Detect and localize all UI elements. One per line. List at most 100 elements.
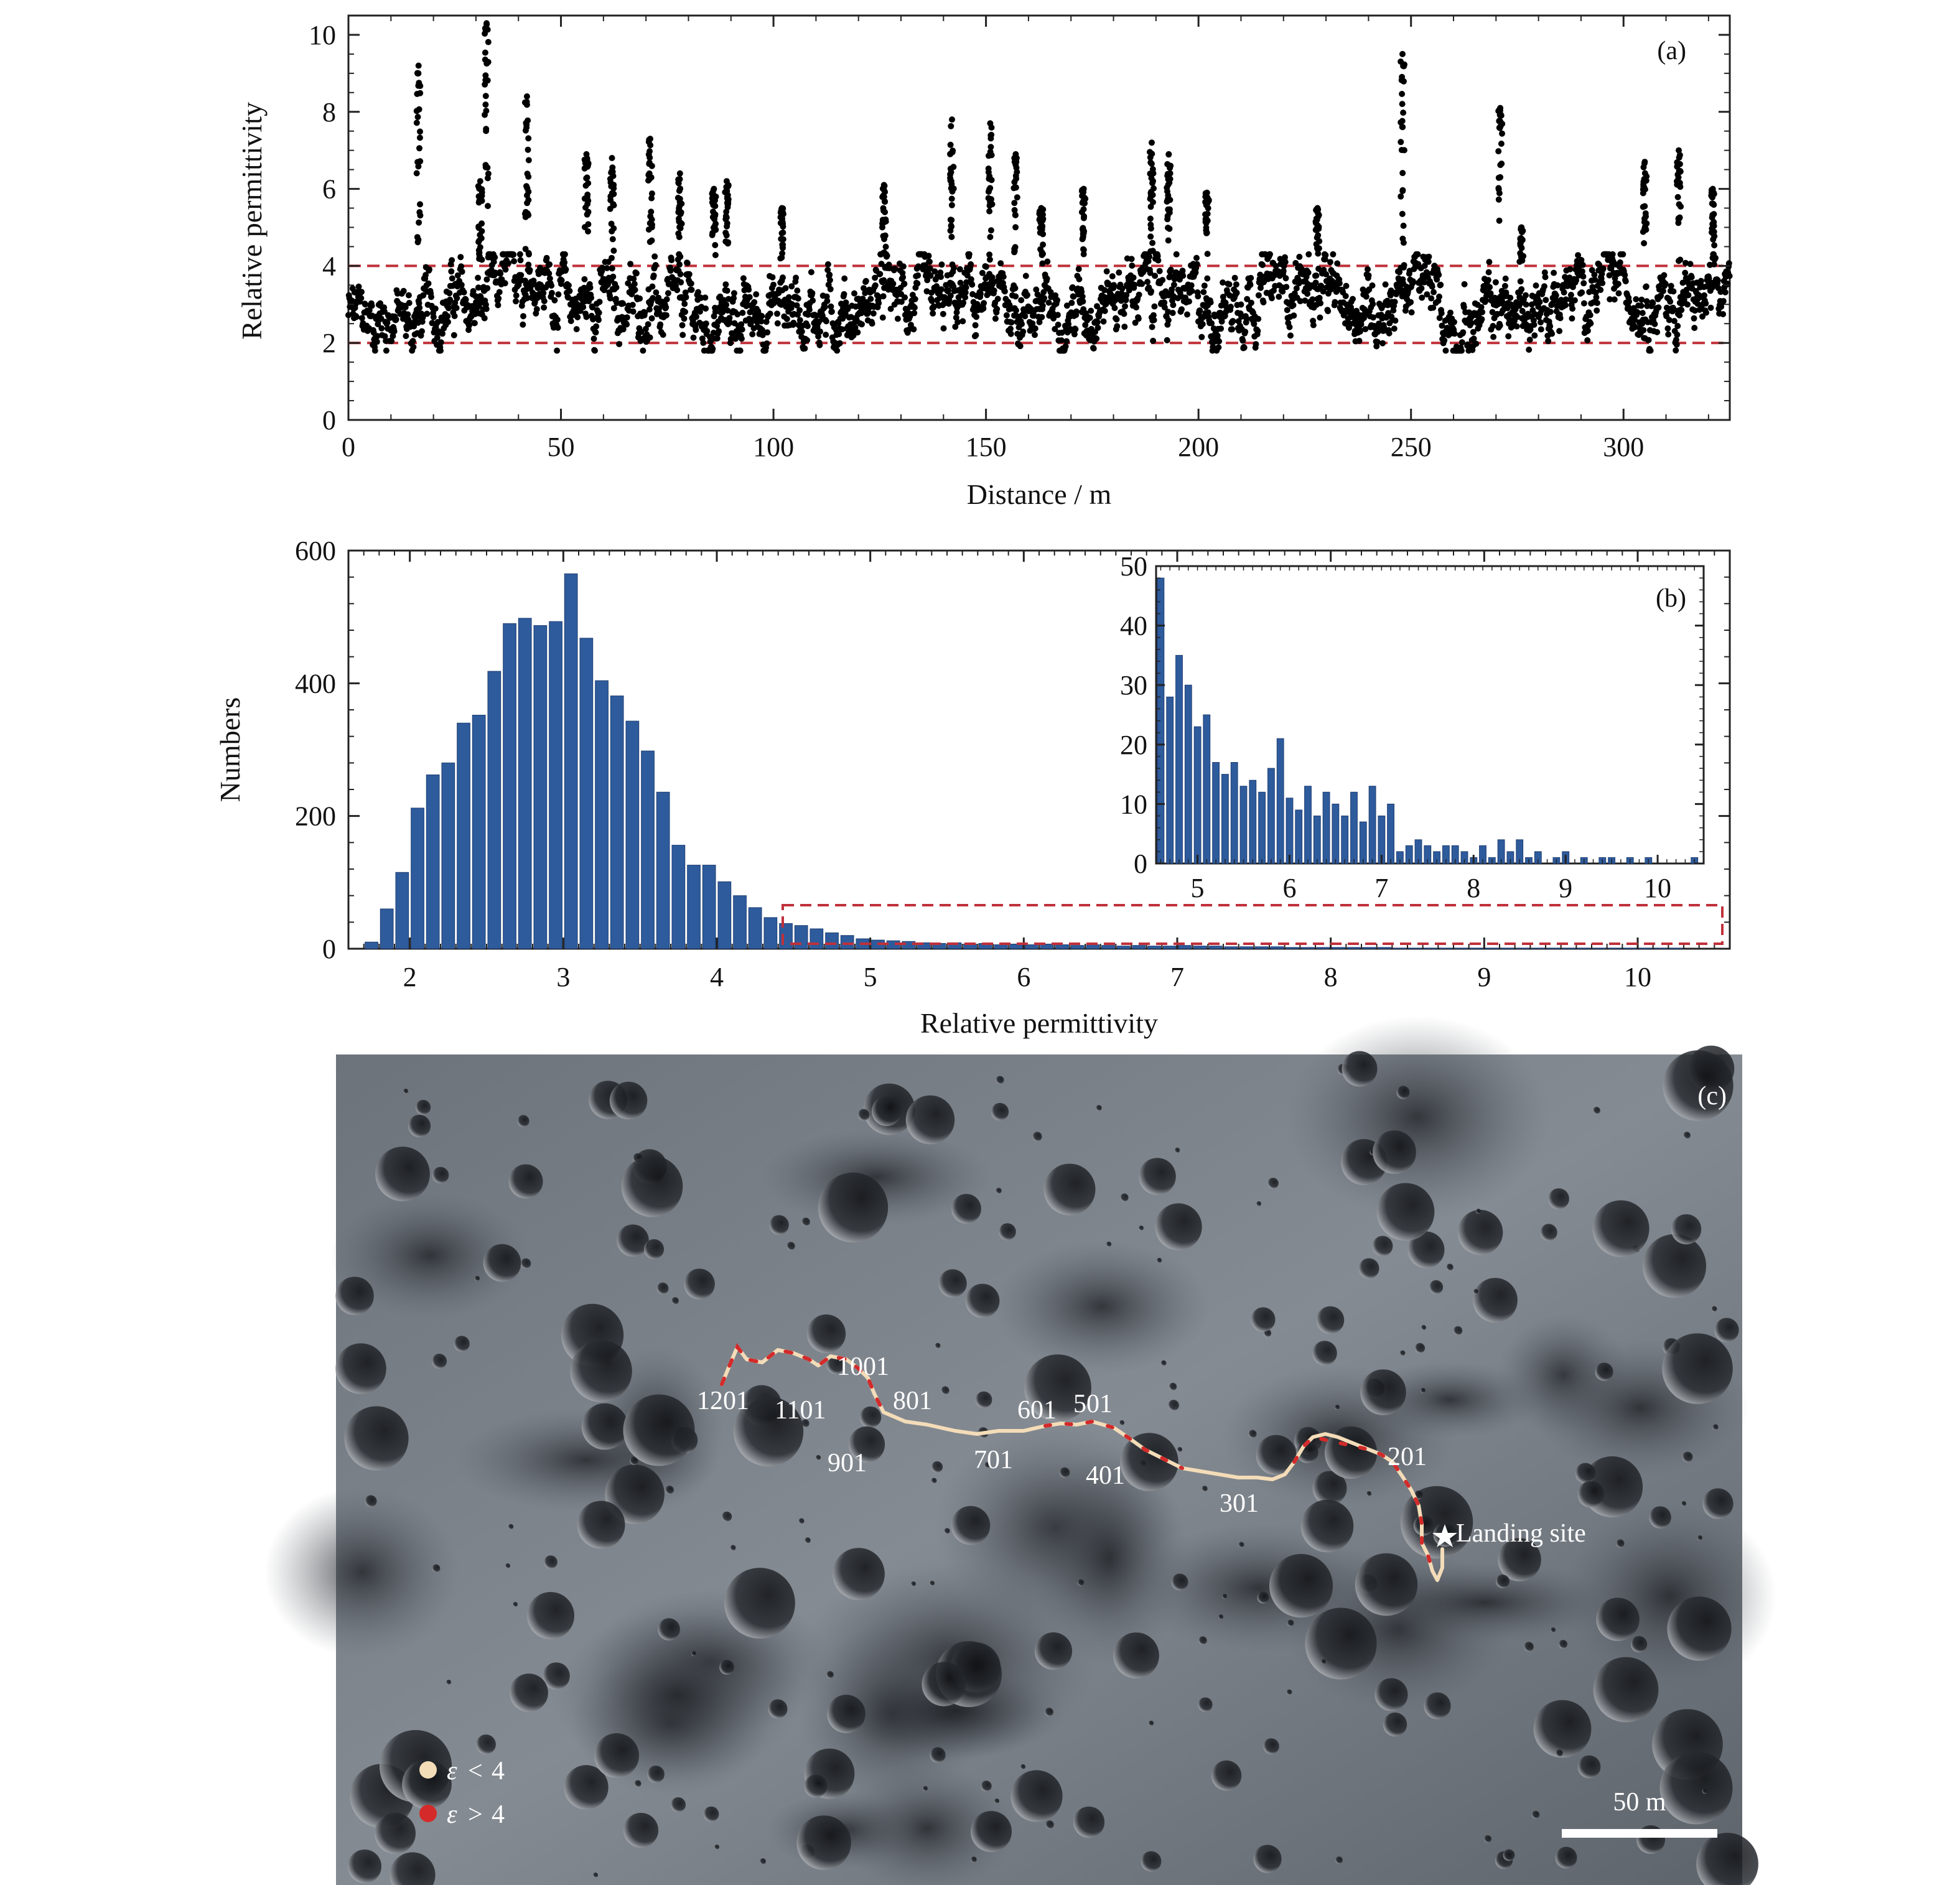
data-point xyxy=(1567,266,1574,272)
map-crater xyxy=(543,1662,570,1690)
data-point-spike xyxy=(712,242,719,248)
route-label-401: 401 xyxy=(1086,1461,1125,1490)
map-crater xyxy=(1457,1209,1503,1255)
data-point-peak xyxy=(523,93,530,100)
data-point-spike xyxy=(947,177,954,184)
data-point xyxy=(432,305,439,312)
data-point xyxy=(1244,296,1251,302)
map-crater xyxy=(1043,1163,1096,1216)
map-crater xyxy=(348,1850,381,1883)
map-crater xyxy=(1160,1360,1167,1366)
data-point xyxy=(700,340,707,347)
data-point xyxy=(900,274,907,281)
data-point-spike xyxy=(478,235,485,241)
data-point-spike xyxy=(484,175,491,182)
data-point xyxy=(1369,282,1376,289)
data-point xyxy=(1591,271,1598,278)
data-point xyxy=(541,304,548,311)
map-crater xyxy=(623,1394,695,1466)
histogram-bar xyxy=(1193,946,1207,949)
data-point xyxy=(1523,292,1529,299)
data-point xyxy=(1468,320,1475,327)
data-point-spike xyxy=(1039,223,1046,230)
map-crater xyxy=(1034,1632,1073,1670)
panel-a-ylabel: Relative permittivity xyxy=(236,102,268,340)
map-crater xyxy=(609,1081,648,1120)
data-point xyxy=(1286,323,1293,330)
data-point-spike xyxy=(417,158,424,165)
data-point xyxy=(1129,263,1136,269)
data-point xyxy=(388,338,395,345)
data-point xyxy=(1054,297,1061,304)
data-point xyxy=(1514,314,1521,320)
inset-bar xyxy=(1350,791,1358,864)
data-point xyxy=(872,282,879,289)
histogram-bar xyxy=(794,925,808,949)
data-point xyxy=(609,254,615,261)
data-point xyxy=(1571,297,1578,304)
data-point xyxy=(695,289,701,296)
data-point-spike xyxy=(1038,215,1045,222)
data-point xyxy=(1569,315,1575,322)
data-point xyxy=(759,327,765,333)
map-shadow-patch xyxy=(330,1192,530,1319)
map-crater xyxy=(1473,1278,1518,1323)
data-point xyxy=(1428,295,1435,302)
map-crater xyxy=(517,1115,530,1127)
data-point xyxy=(957,279,964,286)
data-point xyxy=(1101,287,1108,294)
data-point xyxy=(1255,292,1262,299)
data-point xyxy=(1033,286,1040,293)
data-point xyxy=(810,297,816,304)
data-point-spike xyxy=(948,195,955,202)
histogram-bar xyxy=(1424,947,1437,949)
data-point xyxy=(1460,304,1467,310)
map-crater xyxy=(1473,1289,1478,1294)
data-point-spike xyxy=(949,261,956,268)
data-point xyxy=(1197,307,1203,314)
data-point xyxy=(1165,317,1172,323)
data-point xyxy=(1094,324,1101,331)
map-crater xyxy=(1642,1234,1707,1298)
data-point-spike xyxy=(1148,175,1155,182)
map-crater xyxy=(671,1297,679,1305)
data-point xyxy=(1008,319,1015,326)
data-point xyxy=(1674,323,1681,329)
data-point xyxy=(638,328,645,335)
data-point-spike xyxy=(1148,188,1154,195)
map-crater xyxy=(1424,1692,1451,1720)
data-point xyxy=(1370,314,1376,321)
data-point-spike xyxy=(1012,212,1019,218)
data-point xyxy=(1538,326,1544,333)
data-point-spike xyxy=(676,207,683,213)
data-point xyxy=(804,323,811,330)
data-point xyxy=(1205,309,1211,316)
histogram-bar xyxy=(1454,947,1468,949)
data-point-peak xyxy=(647,136,653,142)
map-crater xyxy=(1342,1051,1378,1087)
data-point-spike xyxy=(676,234,683,240)
data-point xyxy=(481,315,488,322)
data-point xyxy=(926,258,933,265)
data-point-spike xyxy=(482,162,489,169)
data-point xyxy=(590,316,596,323)
a-xtick-label: 50 xyxy=(548,432,575,462)
data-point xyxy=(1554,303,1561,309)
data-point-spike xyxy=(676,195,683,202)
data-point xyxy=(836,340,843,347)
b-ytick-label: 200 xyxy=(295,801,336,832)
data-point xyxy=(1490,323,1496,329)
data-point xyxy=(1318,283,1325,290)
map-crater xyxy=(733,1396,804,1467)
data-point xyxy=(1178,306,1185,313)
data-point-spike xyxy=(948,222,954,229)
data-point xyxy=(1626,298,1632,305)
map-crater xyxy=(344,1406,409,1471)
data-point xyxy=(1165,309,1172,315)
data-point xyxy=(590,335,597,342)
histogram-bar xyxy=(641,750,655,949)
data-point xyxy=(629,302,636,309)
map-crater xyxy=(805,1537,811,1543)
data-point xyxy=(763,319,770,325)
map-crater xyxy=(520,1258,531,1269)
